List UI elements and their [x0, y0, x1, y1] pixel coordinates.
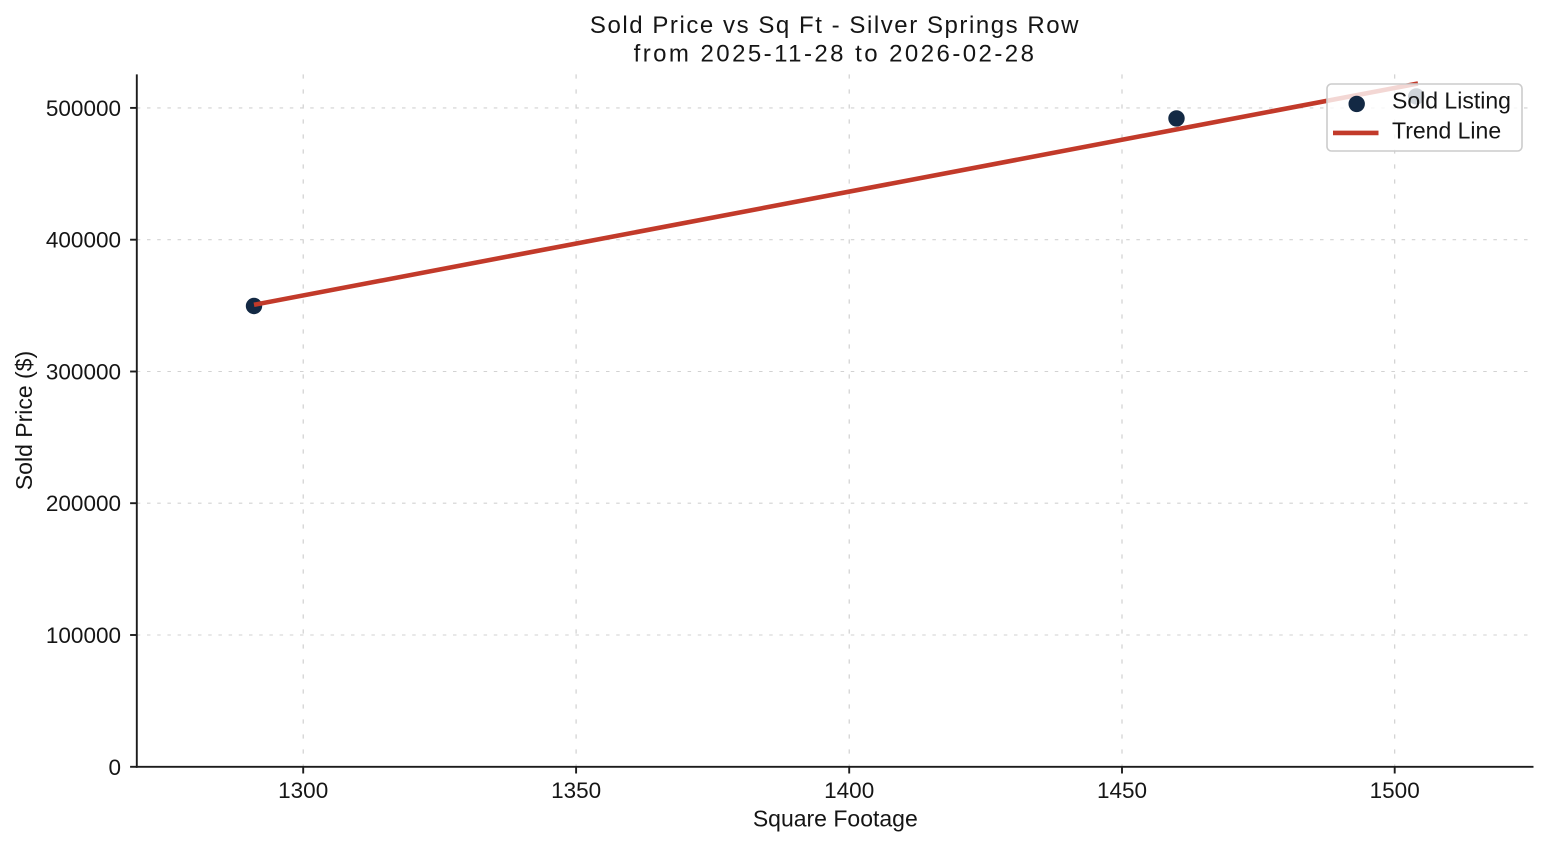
svg-text:0: 0 — [108, 755, 121, 780]
svg-text:1350: 1350 — [551, 778, 601, 803]
svg-text:200000: 200000 — [46, 491, 121, 516]
svg-text:1400: 1400 — [824, 778, 874, 803]
svg-text:400000: 400000 — [46, 228, 121, 253]
svg-text:Sold Price ($): Sold Price ($) — [11, 351, 37, 490]
svg-text:1450: 1450 — [1097, 778, 1147, 803]
svg-text:from 2025-11-28 to 2026-02-28: from 2025-11-28 to 2026-02-28 — [634, 41, 1037, 68]
svg-text:1300: 1300 — [278, 778, 328, 803]
svg-text:100000: 100000 — [46, 623, 121, 648]
svg-text:Square Footage: Square Footage — [753, 805, 918, 831]
svg-text:500000: 500000 — [46, 96, 121, 121]
svg-text:Trend Line: Trend Line — [1392, 118, 1501, 144]
svg-text:Sold Listing: Sold Listing — [1392, 88, 1511, 114]
svg-text:1500: 1500 — [1370, 778, 1420, 803]
svg-text:300000: 300000 — [46, 360, 121, 385]
svg-text:Sold Price vs Sq Ft - Silver S: Sold Price vs Sq Ft - Silver Springs Row — [590, 12, 1080, 39]
